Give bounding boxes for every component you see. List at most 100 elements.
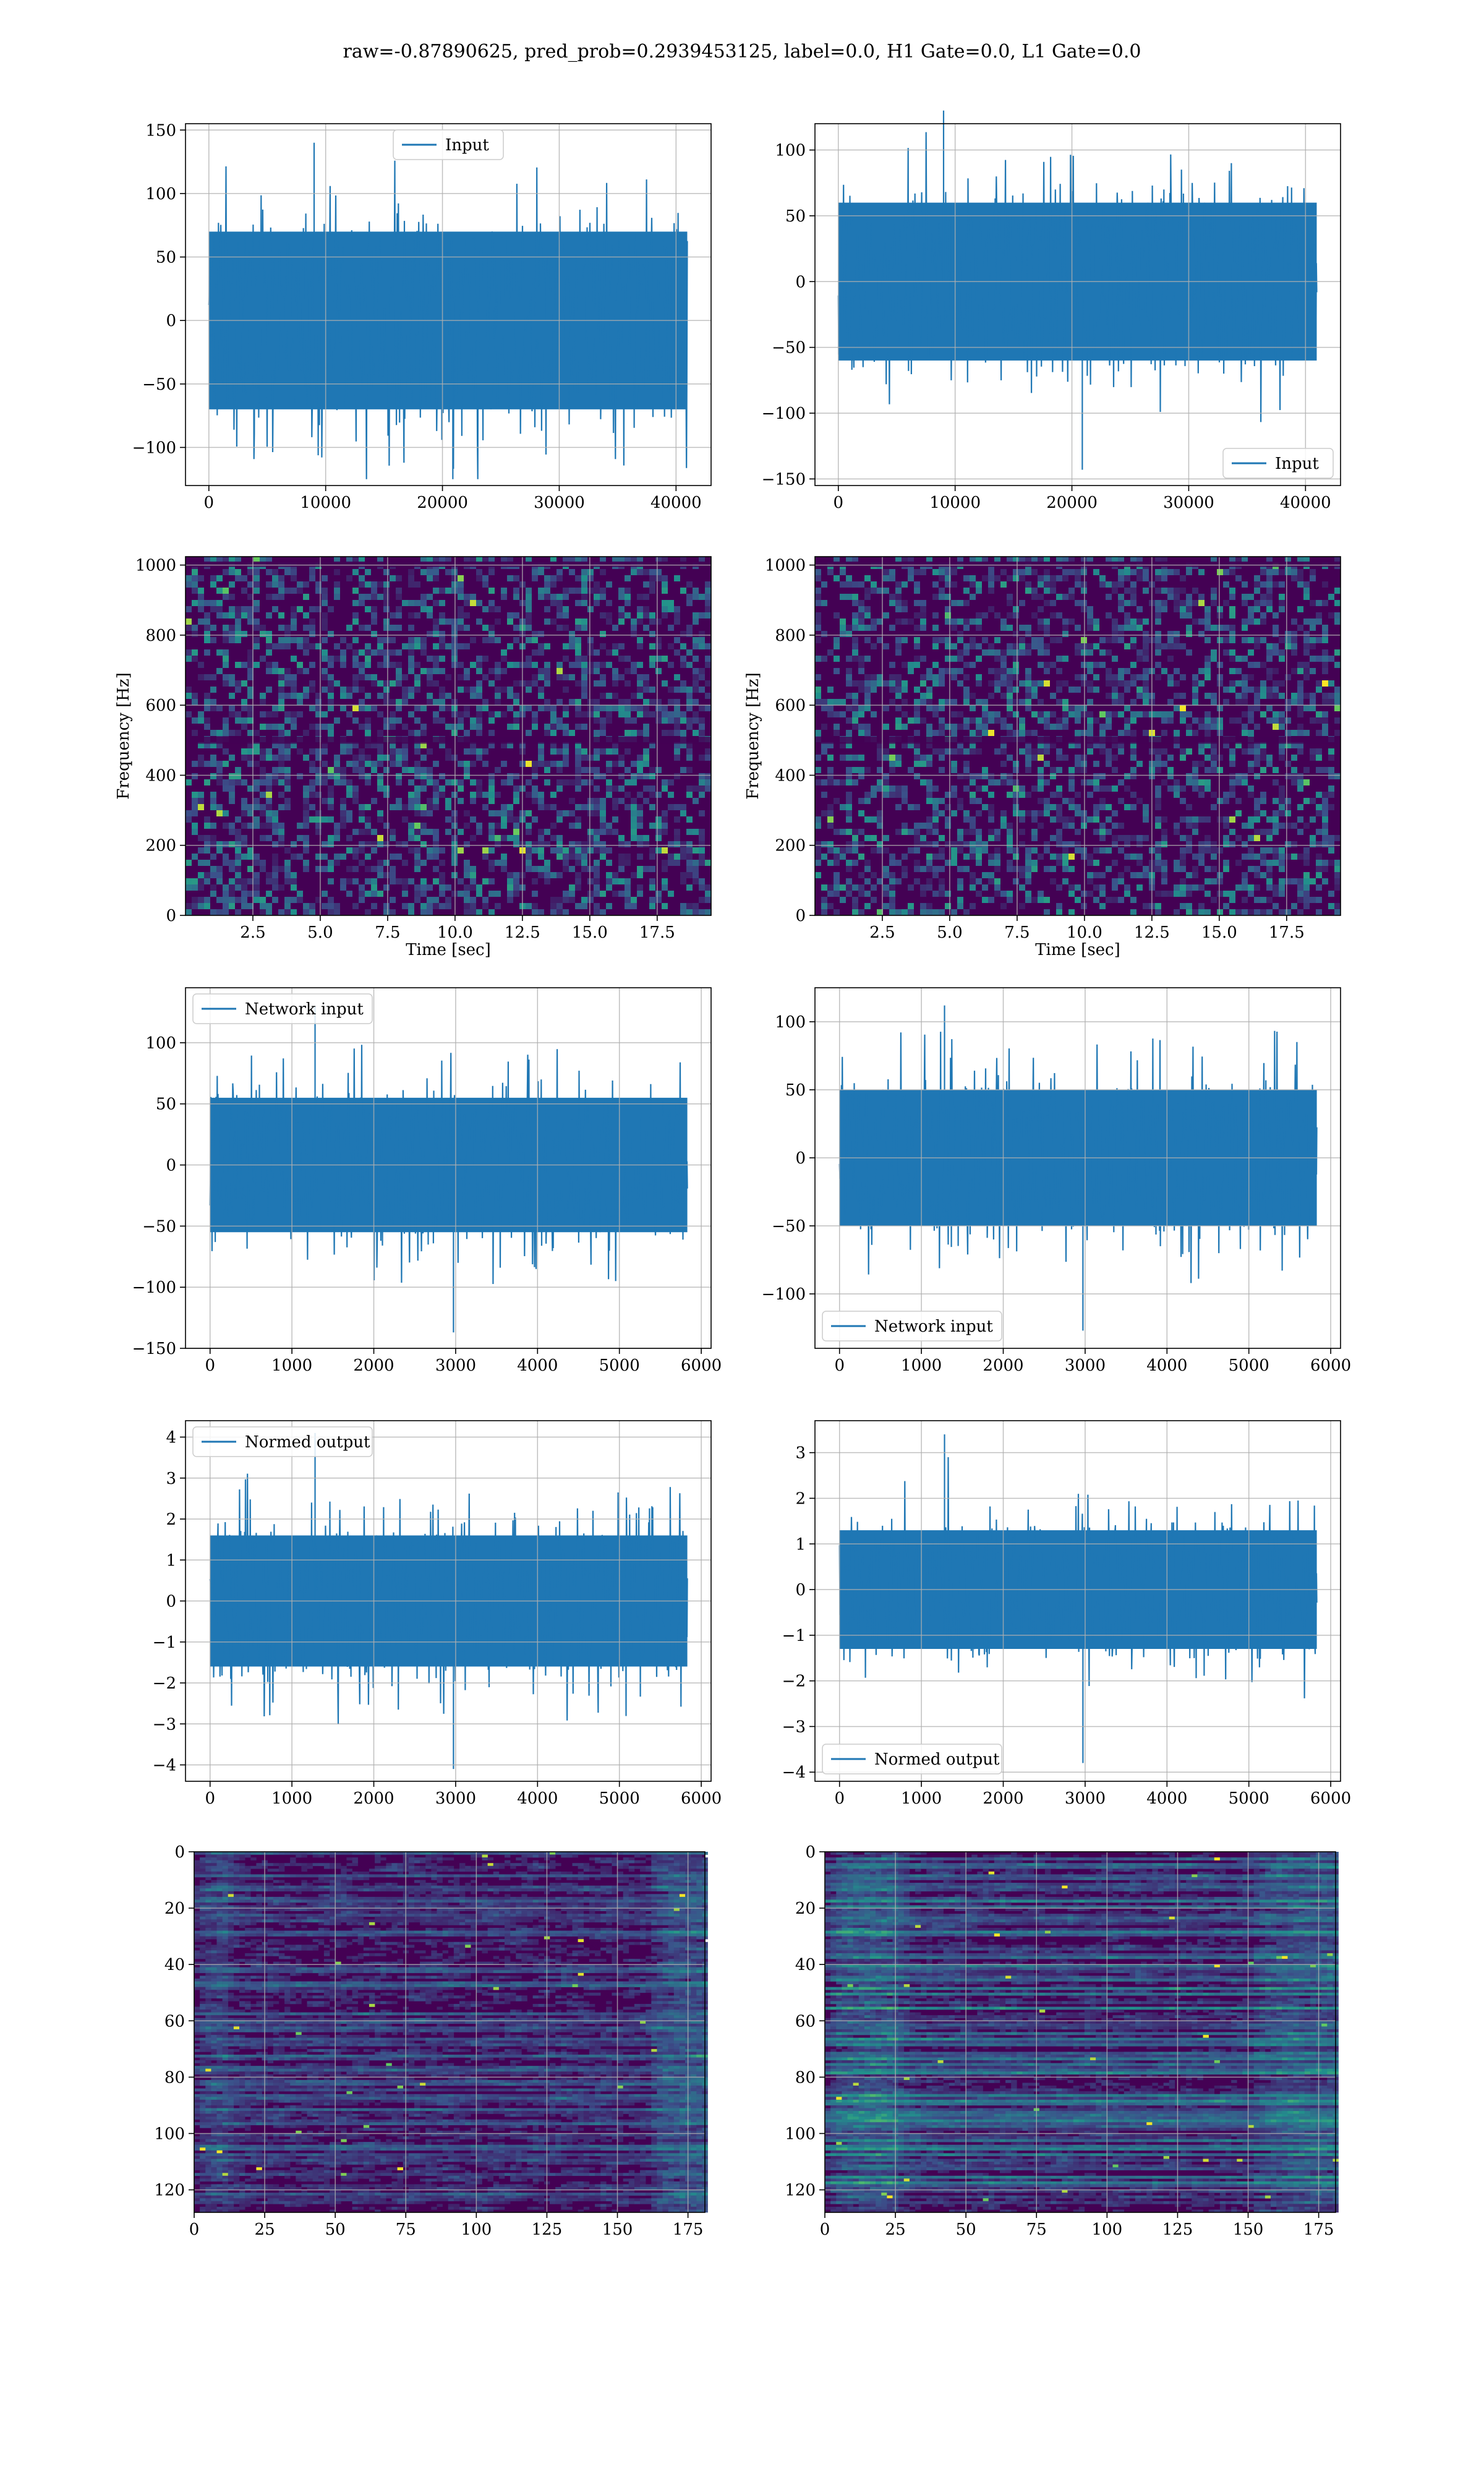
x-tick-label: 0 [204, 494, 215, 512]
x-tick-label: 7.5 [375, 923, 400, 942]
legend-label: Input [1275, 455, 1319, 473]
x-tick-label: 10000 [929, 494, 981, 512]
x-tick-label: 10000 [300, 494, 351, 512]
y-tick-label: 4 [166, 1429, 176, 1447]
y-tick-label: 80 [795, 2068, 816, 2087]
x-tick-label: 6000 [681, 1789, 722, 1808]
y-tick-label: −100 [132, 439, 176, 457]
x-tick-label: 1000 [271, 1356, 312, 1375]
x-tick-label: 0 [205, 1789, 215, 1808]
y-tick-label: −4 [782, 1763, 806, 1782]
y-tick-label: −100 [762, 1285, 806, 1304]
series-line [840, 1457, 1317, 1698]
x-tick-label: 4000 [517, 1789, 558, 1808]
y-tick-label: 100 [775, 142, 806, 160]
y-axis-label: Frequency [Hz] [114, 672, 133, 800]
legend-label: Normed output [874, 1750, 1000, 1769]
x-tick-label: 3000 [1065, 1789, 1106, 1808]
legend-label: Network input [245, 1000, 364, 1019]
chart-row4-right: 0 1000 2000 3000 4000 5000 6000−4−3−2−10123Nor… [782, 1421, 1352, 1808]
x-tick-label: 6000 [1310, 1789, 1351, 1808]
y-tick-label: −50 [772, 339, 806, 357]
chart-row1-left: 0 10000 20000 30000 40000−100−50050100150Inp… [132, 121, 711, 512]
y-tick-label: 100 [145, 185, 176, 203]
y-tick-label: 20 [164, 1899, 185, 1918]
y-tick-label: 800 [775, 627, 806, 645]
y-tick-label: 0 [805, 1843, 816, 1862]
y-tick-label: 50 [785, 1081, 806, 1100]
x-tick-label: 0 [834, 1789, 845, 1808]
y-tick-label: 0 [166, 1157, 176, 1175]
legend-label: Network input [874, 1317, 993, 1336]
y-tick-label: −50 [142, 1217, 176, 1236]
y-tick-label: −100 [762, 404, 806, 423]
x-tick-label: 15.0 [572, 923, 608, 942]
y-tick-label: −150 [762, 470, 806, 489]
legend: Network input [193, 994, 372, 1024]
y-tick-label: 100 [785, 2125, 816, 2143]
y-tick-label: 50 [156, 1095, 176, 1114]
y-tick-label: −150 [132, 1340, 176, 1358]
x-tick-label: 75 [396, 2220, 416, 2239]
x-tick-label: 150 [602, 2220, 633, 2239]
series-line [210, 1045, 688, 1284]
y-tick-label: 200 [145, 837, 176, 855]
x-tick-label: 25 [885, 2220, 906, 2239]
x-tick-label: 3000 [435, 1356, 476, 1375]
x-tick-label: 6000 [1310, 1356, 1351, 1375]
x-tick-label: 1000 [901, 1789, 942, 1808]
x-tick-label: 175 [1303, 2220, 1334, 2239]
y-tick-label: 400 [775, 766, 806, 785]
legend-label: Input [445, 136, 489, 155]
chart-row3-left: 0 1000 2000 3000 4000 5000 6000−150−100−500501… [132, 988, 722, 1375]
x-tick-label: 2000 [353, 1356, 394, 1375]
y-tick-label: −3 [782, 1718, 806, 1736]
x-tick-label: 12.5 [505, 923, 540, 942]
y-tick-label: 50 [785, 207, 806, 226]
x-tick-label: 2.5 [240, 923, 265, 942]
x-tick-label: 40000 [650, 494, 702, 512]
x-tick-label: 10.0 [1067, 923, 1102, 942]
y-tick-label: 40 [795, 1956, 816, 1974]
x-tick-label: 3000 [1065, 1356, 1106, 1375]
y-tick-label: 120 [154, 2181, 185, 2200]
chart-row1-right: 0 10000 20000 30000 40000−150−100−50050100In… [762, 111, 1341, 512]
legend: Input [1223, 448, 1333, 478]
legend: Normed output [193, 1427, 372, 1457]
x-tick-label: 5.0 [937, 923, 962, 942]
chart-row2-left: 2.5 5.0 7.5 10.0 12.5 15.0 17.5020040060080010… [114, 557, 711, 959]
x-tick-label: 7.5 [1004, 923, 1030, 942]
y-tick-label: 0 [795, 273, 806, 291]
x-tick-label: 25 [255, 2220, 275, 2239]
y-tick-label: 60 [164, 2012, 185, 2031]
x-tick-label: 0 [205, 1356, 215, 1375]
grid [186, 1421, 711, 1781]
x-tick-label: 0 [189, 2220, 200, 2239]
x-tick-label: 0 [834, 494, 844, 512]
y-tick-label: 1 [166, 1551, 176, 1570]
x-tick-label: 4000 [1146, 1789, 1187, 1808]
y-tick-label: 600 [145, 696, 176, 715]
y-tick-label: 0 [166, 1593, 176, 1611]
x-tick-label: 30000 [534, 494, 585, 512]
x-tick-label: 125 [1162, 2220, 1193, 2239]
y-tick-label: −1 [153, 1633, 176, 1652]
y-tick-label: 0 [166, 907, 176, 925]
x-tick-label: 0 [834, 1356, 845, 1375]
y-tick-label: 50 [156, 249, 176, 267]
x-tick-label: 175 [673, 2220, 704, 2239]
x-tick-label: 100 [1092, 2220, 1123, 2239]
x-tick-label: 125 [532, 2220, 563, 2239]
series-line [209, 161, 688, 479]
legend: Input [393, 130, 503, 160]
chart-row2-right: 2.5 5.0 7.5 10.0 12.5 15.0 17.5020040060080010… [744, 557, 1341, 959]
y-tick-label: 1 [795, 1535, 806, 1554]
y-tick-label: 0 [166, 312, 176, 330]
x-tick-label: 15.0 [1201, 923, 1237, 942]
y-tick-label: −2 [153, 1674, 176, 1693]
legend-label: Normed output [245, 1433, 370, 1452]
x-tick-label: 2000 [983, 1356, 1023, 1375]
y-tick-label: 100 [154, 2125, 185, 2143]
x-tick-label: 5000 [599, 1356, 640, 1375]
